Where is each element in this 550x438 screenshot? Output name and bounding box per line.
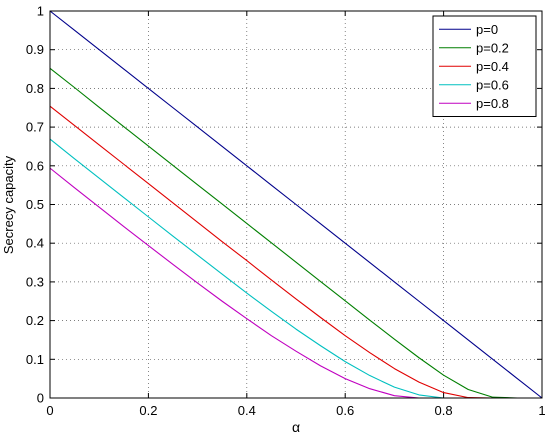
y-tick-label: 0 — [37, 391, 44, 406]
y-tick-label: 0.7 — [26, 120, 44, 135]
y-tick-label: 0.9 — [26, 42, 44, 57]
y-tick-label: 0.6 — [26, 158, 44, 173]
series-line-2 — [49, 105, 542, 399]
x-tick-label: 0 — [46, 403, 53, 418]
y-tick-label: 0.3 — [26, 274, 44, 289]
legend-label: p=0 — [476, 22, 498, 37]
x-axis-label: α — [292, 419, 300, 435]
series-line-1 — [49, 67, 542, 399]
y-tick-label: 0.5 — [26, 197, 44, 212]
legend-label: p=0.4 — [476, 59, 509, 74]
series-line-0 — [49, 10, 543, 399]
y-tick-label: 0.4 — [26, 236, 44, 251]
legend: p=0 p=0.2 p=0.4 p=0.6 p=0.8 — [432, 15, 537, 117]
x-tick-label: 0.8 — [435, 403, 453, 418]
y-tick-label: 0.2 — [26, 313, 44, 328]
y-tick-label: 0.1 — [26, 352, 44, 367]
legend-label: p=0.6 — [476, 77, 509, 92]
legend-label: p=0.2 — [476, 40, 509, 55]
x-tick-label: 0.6 — [336, 403, 354, 418]
x-tick-label: 0.2 — [139, 403, 157, 418]
legend-label: p=0.8 — [476, 96, 509, 111]
y-tick-label: 0.8 — [26, 81, 44, 96]
y-tick-label: 1 — [37, 4, 44, 19]
x-tick-label: 1 — [538, 403, 545, 418]
y-axis-label: Secrecy capacity — [1, 155, 16, 254]
axes-frame — [49, 10, 543, 399]
tick-labels: 0 0.2 0.4 0.6 0.8 1 0 0.1 0.2 0.3 0.4 0.5 0.6 0.7 0.8 0… — [26, 4, 546, 419]
x-tick-label: 0.4 — [238, 403, 256, 418]
